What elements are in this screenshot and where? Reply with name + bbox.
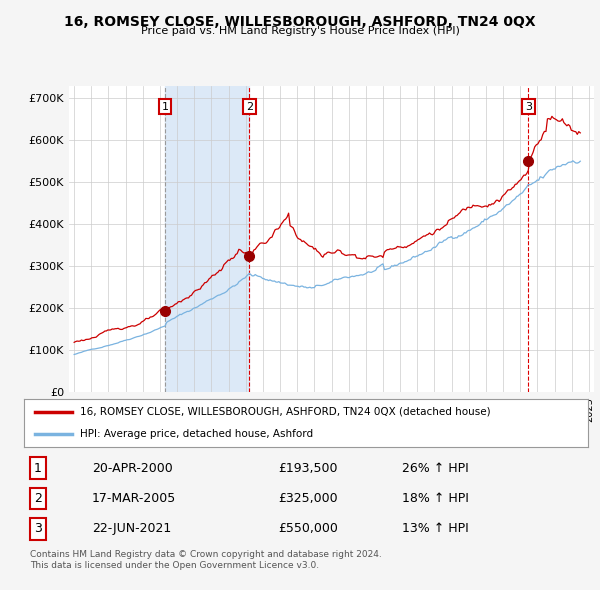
Text: 2: 2: [34, 492, 42, 505]
Text: 13% ↑ HPI: 13% ↑ HPI: [402, 522, 469, 535]
Text: 16, ROMSEY CLOSE, WILLESBOROUGH, ASHFORD, TN24 0QX: 16, ROMSEY CLOSE, WILLESBOROUGH, ASHFORD…: [64, 15, 536, 29]
Text: 1: 1: [161, 101, 169, 112]
Text: 16, ROMSEY CLOSE, WILLESBOROUGH, ASHFORD, TN24 0QX (detached house): 16, ROMSEY CLOSE, WILLESBOROUGH, ASHFORD…: [80, 407, 491, 417]
Text: 1: 1: [34, 462, 42, 475]
Text: £550,000: £550,000: [278, 522, 338, 535]
Text: £325,000: £325,000: [278, 492, 337, 505]
Text: 26% ↑ HPI: 26% ↑ HPI: [402, 462, 469, 475]
Text: 3: 3: [525, 101, 532, 112]
Bar: [165, 86, 250, 392]
Text: This data is licensed under the Open Government Licence v3.0.: This data is licensed under the Open Gov…: [30, 560, 319, 569]
Text: 17-MAR-2005: 17-MAR-2005: [92, 492, 176, 505]
Text: 18% ↑ HPI: 18% ↑ HPI: [402, 492, 469, 505]
Text: £193,500: £193,500: [278, 462, 337, 475]
Text: 3: 3: [34, 522, 42, 535]
Text: 2: 2: [246, 101, 253, 112]
Text: 22-JUN-2021: 22-JUN-2021: [92, 522, 171, 535]
Text: HPI: Average price, detached house, Ashford: HPI: Average price, detached house, Ashf…: [80, 429, 314, 439]
Text: 20-APR-2000: 20-APR-2000: [92, 462, 172, 475]
Text: Price paid vs. HM Land Registry's House Price Index (HPI): Price paid vs. HM Land Registry's House …: [140, 26, 460, 36]
Text: Contains HM Land Registry data © Crown copyright and database right 2024.: Contains HM Land Registry data © Crown c…: [30, 550, 382, 559]
